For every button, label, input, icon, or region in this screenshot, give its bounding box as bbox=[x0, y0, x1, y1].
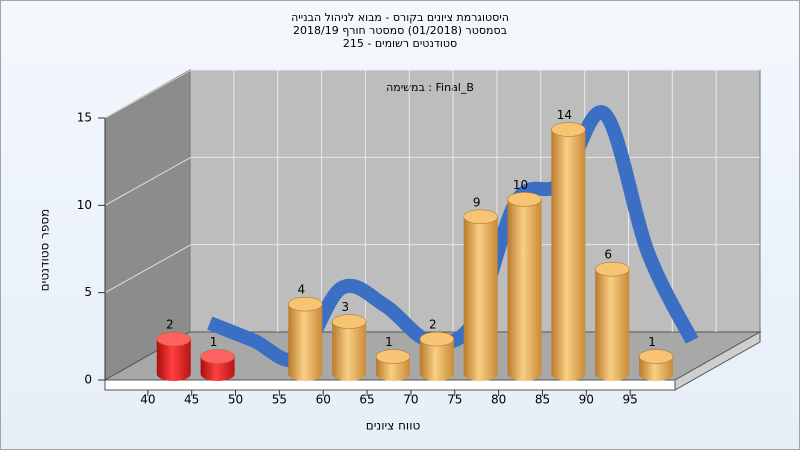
x-tick-label: 60 bbox=[316, 393, 331, 407]
x-tick-label: 95 bbox=[623, 393, 638, 407]
bar bbox=[156, 331, 192, 381]
chart-title: סטודנטים רשומים - 215 bbox=[343, 37, 457, 50]
floor-side bbox=[674, 331, 761, 391]
chart-title: היסטוגרמת ציונים בקורס - מבוא לניהול הבנ… bbox=[291, 11, 509, 24]
x-tick-label: 55 bbox=[272, 393, 287, 407]
annotation: Final_B : במשימה bbox=[386, 81, 474, 94]
value-label: 14 bbox=[557, 108, 572, 122]
x-tick-label: 50 bbox=[228, 393, 243, 407]
x-axis-label: טווח ציונים bbox=[366, 419, 421, 433]
bar bbox=[551, 122, 586, 381]
bar bbox=[288, 296, 323, 381]
value-label: 4 bbox=[297, 283, 305, 297]
y-axis-label: מספר סטודנטים bbox=[38, 209, 52, 292]
bar bbox=[331, 314, 367, 381]
value-label: 2 bbox=[429, 318, 437, 332]
x-tick-label: 45 bbox=[184, 393, 199, 407]
bar bbox=[200, 349, 235, 381]
chart-title: בסמסטר (01/2018) סמסטר חורף 2018/19 bbox=[293, 24, 507, 37]
y-tick-label: 15 bbox=[77, 111, 92, 125]
value-label: 1 bbox=[210, 335, 218, 349]
value-label: 2 bbox=[166, 318, 174, 332]
x-tick-label: 70 bbox=[403, 393, 418, 407]
value-label: 10 bbox=[513, 178, 528, 192]
bar bbox=[375, 349, 411, 381]
x-tick-label: 75 bbox=[447, 393, 462, 407]
bar bbox=[594, 261, 630, 381]
x-tick-label: 85 bbox=[535, 393, 550, 407]
x-tick-label: 40 bbox=[140, 393, 155, 407]
y-tick-label: 10 bbox=[77, 198, 92, 212]
bar bbox=[638, 349, 674, 381]
bar bbox=[507, 192, 542, 381]
grid-line bbox=[104, 244, 192, 294]
value-label: 6 bbox=[604, 248, 612, 262]
grid-line bbox=[104, 69, 192, 119]
value-label: 1 bbox=[385, 335, 393, 349]
value-label: 9 bbox=[473, 195, 481, 209]
x-tick-label: 65 bbox=[359, 393, 374, 407]
y-tick-label: 0 bbox=[84, 373, 92, 387]
floor-front bbox=[104, 379, 676, 391]
x-tick-label: 90 bbox=[579, 393, 594, 407]
value-label: 3 bbox=[341, 300, 349, 314]
x-tick-label: 80 bbox=[491, 393, 506, 407]
bar bbox=[419, 331, 455, 381]
y-tick-label: 5 bbox=[84, 285, 92, 299]
value-label: 1 bbox=[648, 335, 656, 349]
bar bbox=[463, 209, 498, 381]
grid-line bbox=[104, 156, 192, 206]
